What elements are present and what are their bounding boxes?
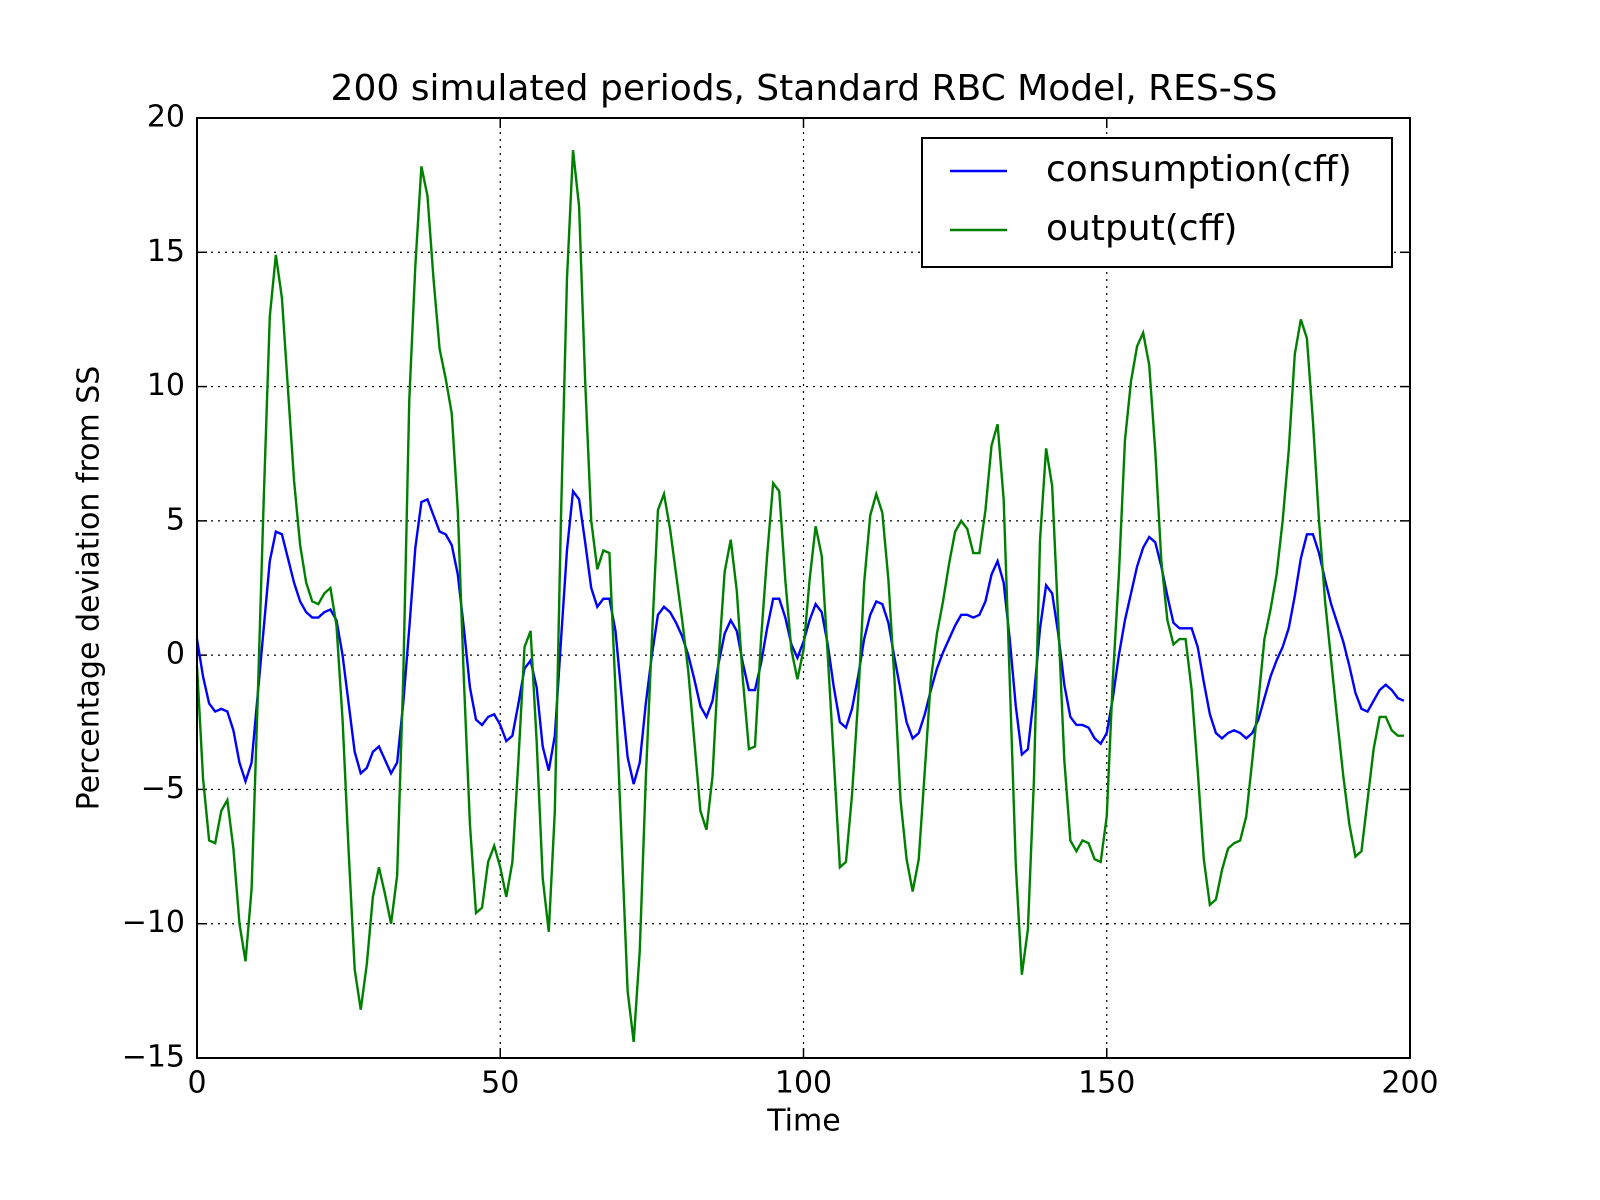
series-line	[195, 488, 1405, 786]
y-tick-label: 10	[147, 368, 185, 403]
y-tick-label: 20	[147, 100, 185, 135]
y-tick-label: −5	[141, 771, 185, 806]
x-axis-label: Time	[766, 1104, 840, 1139]
y-tick-label: 15	[147, 234, 185, 269]
x-tick-label: 150	[1078, 1066, 1135, 1101]
y-tick-label: −10	[122, 905, 185, 940]
legend-label: output(cff)	[1046, 208, 1237, 249]
chart-title: 200 simulated periods, Standard RBC Mode…	[331, 68, 1278, 109]
y-tick-label: −15	[122, 1040, 185, 1075]
legend-box	[921, 137, 1393, 268]
y-tick-label: 0	[166, 637, 185, 672]
x-tick-label: 0	[187, 1066, 206, 1101]
legend-label: consumption(cff)	[1046, 149, 1352, 190]
y-axis-label: Percentage deviation from SS	[72, 366, 107, 811]
plot-frame	[196, 117, 1411, 1059]
y-tick-label: 5	[166, 502, 185, 537]
series-line	[195, 150, 1404, 1043]
x-tick-label: 200	[1381, 1066, 1438, 1101]
x-tick-label: 100	[775, 1066, 832, 1101]
x-tick-label: 50	[481, 1066, 519, 1101]
